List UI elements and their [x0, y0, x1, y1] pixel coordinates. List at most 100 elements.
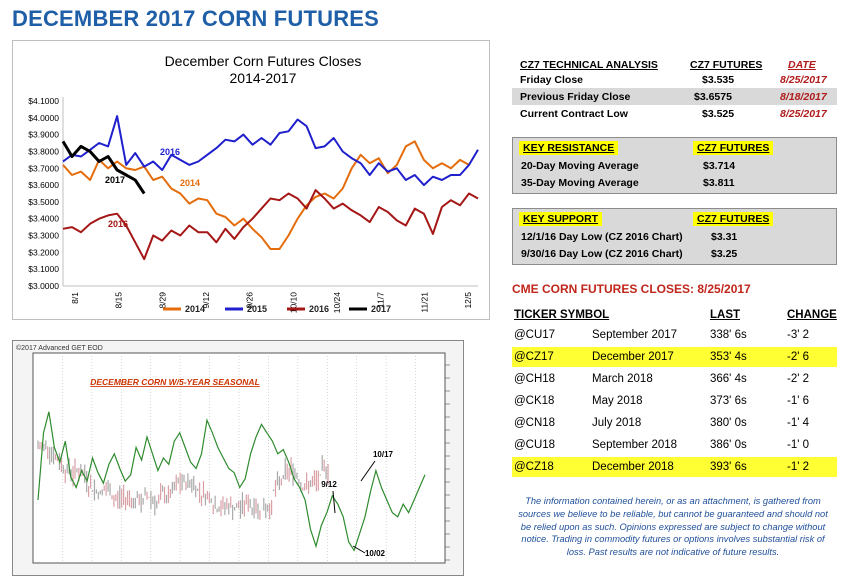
table-header-row: CZ7 TECHNICAL ANALYSIS CZ7 FUTURES DATE [512, 56, 837, 73]
row-value: $3.525 [702, 107, 735, 120]
kr-header-label: KEY RESISTANCE [519, 140, 619, 155]
ks-header-futures: CZ7 FUTURES [693, 211, 774, 226]
row-value: $3.714 [703, 159, 736, 172]
y-tick-label: $3.9000 [28, 130, 59, 140]
ticker-cell: @CH18 [514, 373, 556, 385]
last-price-cell: 373' 6s [710, 395, 747, 407]
table-row: 20-Day Moving Average $3.714 [513, 157, 836, 174]
contract-month-cell: December 2017 [592, 351, 674, 363]
contract-month-cell: May 2018 [592, 395, 643, 407]
legend-label-2016: 2016 [309, 304, 329, 314]
row-label: 9/30/16 Day Low (CZ 2016 Chart) [521, 247, 683, 260]
corn-closes-svg: December Corn Futures Closes 2014-2017 $… [28, 53, 479, 314]
ta-header-date: DATE [788, 58, 816, 71]
row-label: 35-Day Moving Average [521, 176, 639, 189]
last-price-cell: 353' 4s [710, 351, 747, 363]
row-label: Friday Close [520, 73, 584, 86]
table-header-row: KEY SUPPORT CZ7 FUTURES [513, 210, 836, 227]
change-cell: -1' 4 [787, 417, 810, 429]
last-price-cell: 393' 6s [710, 461, 747, 473]
watermark: ©2017 Advanced GET EOD [16, 344, 103, 352]
table-row: @CH18 March 2018 366' 4s -2' 2 [512, 369, 837, 389]
x-tick-label: 10/24 [332, 292, 342, 314]
y-tick-label: $4.0000 [28, 113, 59, 123]
row-value: $3.811 [703, 176, 735, 189]
chart-subtitle: 2014-2017 [230, 70, 297, 86]
seasonal-chart: ©2017 Advanced GET EOD DECEMBER CORN W/5-… [12, 340, 464, 576]
last-price-cell: 380' 0s [710, 417, 747, 429]
ks-header-label: KEY SUPPORT [519, 211, 603, 226]
change-cell: -3' 2 [787, 329, 810, 341]
header-ticker: TICKER SYMBOL [514, 309, 610, 321]
table-row: @CZ18 December 2018 393' 6s -1' 2 [512, 457, 837, 477]
row-value: $3.6575 [694, 90, 732, 103]
chart-title: December Corn Futures Closes [165, 53, 362, 69]
x-tick-label: 12/5 [463, 292, 473, 309]
contract-month-cell: December 2018 [592, 461, 674, 473]
change-cell: -1' 2 [787, 461, 810, 473]
header-change: CHANGE [787, 309, 837, 321]
series-label-2015: 2016 [160, 147, 180, 157]
y-tick-label: $4.1000 [28, 96, 59, 106]
y-tick-label: $3.0000 [28, 281, 59, 291]
disclaimer-text: The information contained herein, or as … [518, 496, 828, 558]
last-price-cell: 366' 4s [710, 373, 747, 385]
table-row: Previous Friday Close $3.6575 8/18/2017 [512, 88, 837, 105]
row-label: Previous Friday Close [520, 90, 631, 103]
ticker-cell: @CZ17 [514, 351, 554, 363]
x-tick-label: 8/1 [70, 292, 80, 304]
table-row: @CU18 September 2018 386' 0s -1' 0 [512, 435, 837, 455]
x-tick-label: 11/7 [376, 292, 386, 308]
table-row: Current Contract Low $3.525 8/25/2017 [512, 105, 837, 122]
kr-header-futures: CZ7 FUTURES [693, 140, 774, 155]
cme-closes-title: CME CORN FUTURES CLOSES: 8/25/2017 [512, 282, 751, 296]
ta-header-label: CZ7 TECHNICAL ANALYSIS [520, 58, 658, 71]
header-last: LAST [710, 309, 741, 321]
table-row: 35-Day Moving Average $3.811 [513, 174, 836, 191]
series-label-2016: 2016 [108, 219, 128, 229]
annotation-arrow [332, 490, 336, 514]
seasonal-line [37, 411, 426, 552]
change-cell: -1' 0 [787, 439, 810, 451]
seasonal-title: DECEMBER CORN W/5-YEAR SEASONAL [90, 377, 260, 387]
contract-month-cell: July 2018 [592, 417, 642, 429]
ticker-cell: @CZ18 [514, 461, 554, 473]
y-tick-label: $3.5000 [28, 197, 59, 207]
contract-month-cell: March 2018 [592, 373, 653, 385]
change-cell: -2' 6 [787, 351, 810, 363]
y-tick-label: $3.6000 [28, 180, 59, 190]
technical-analysis-table: CZ7 TECHNICAL ANALYSIS CZ7 FUTURES DATE … [512, 56, 837, 124]
last-price-cell: 386' 0s [710, 439, 747, 451]
last-price-cell: 338' 6s [710, 329, 747, 341]
seasonal-svg: ©2017 Advanced GET EOD DECEMBER CORN W/5-… [16, 344, 450, 564]
annotation-label: 10/17 [373, 450, 394, 459]
change-cell: -2' 2 [787, 373, 810, 385]
table-row: @CN18 July 2018 380' 0s -1' 4 [512, 413, 837, 433]
legend-label-2017: 2017 [371, 304, 391, 314]
y-tick-label: $3.8000 [28, 146, 59, 156]
annotation-arrow [360, 460, 376, 482]
y-tick-label: $3.1000 [28, 264, 59, 274]
y-tick-label: $3.2000 [28, 247, 59, 257]
legend-label-2015: 2015 [247, 304, 267, 314]
row-date: 8/18/2017 [780, 90, 827, 103]
table-row: @CU17 September 2017 338' 6s -3' 2 [512, 325, 837, 345]
table-row: 9/30/16 Day Low (CZ 2016 Chart) $3.25 [513, 245, 836, 262]
series-line-2016 [62, 189, 479, 261]
x-tick-label: 9/26 [245, 292, 255, 309]
x-tick-label: 11/21 [419, 292, 429, 313]
series-label-2014: 2014 [180, 178, 200, 188]
ticker-cell: @CN18 [514, 417, 556, 429]
row-value: $3.25 [711, 247, 738, 260]
ta-header-futures: CZ7 FUTURES [690, 58, 763, 71]
contract-month-cell: September 2017 [592, 329, 678, 341]
table-row: @CK18 May 2018 373' 6s -1' 6 [512, 391, 837, 411]
y-tick-label: $3.7000 [28, 163, 59, 173]
contract-month-cell: September 2018 [592, 439, 678, 451]
row-value: $3.535 [702, 73, 735, 86]
series-label-2017: 2017 [105, 175, 125, 185]
ticker-cell: @CK18 [514, 395, 555, 407]
series-line-2014 [62, 140, 470, 250]
x-tick-label: 8/29 [157, 292, 167, 309]
row-value: $3.31 [711, 230, 738, 243]
